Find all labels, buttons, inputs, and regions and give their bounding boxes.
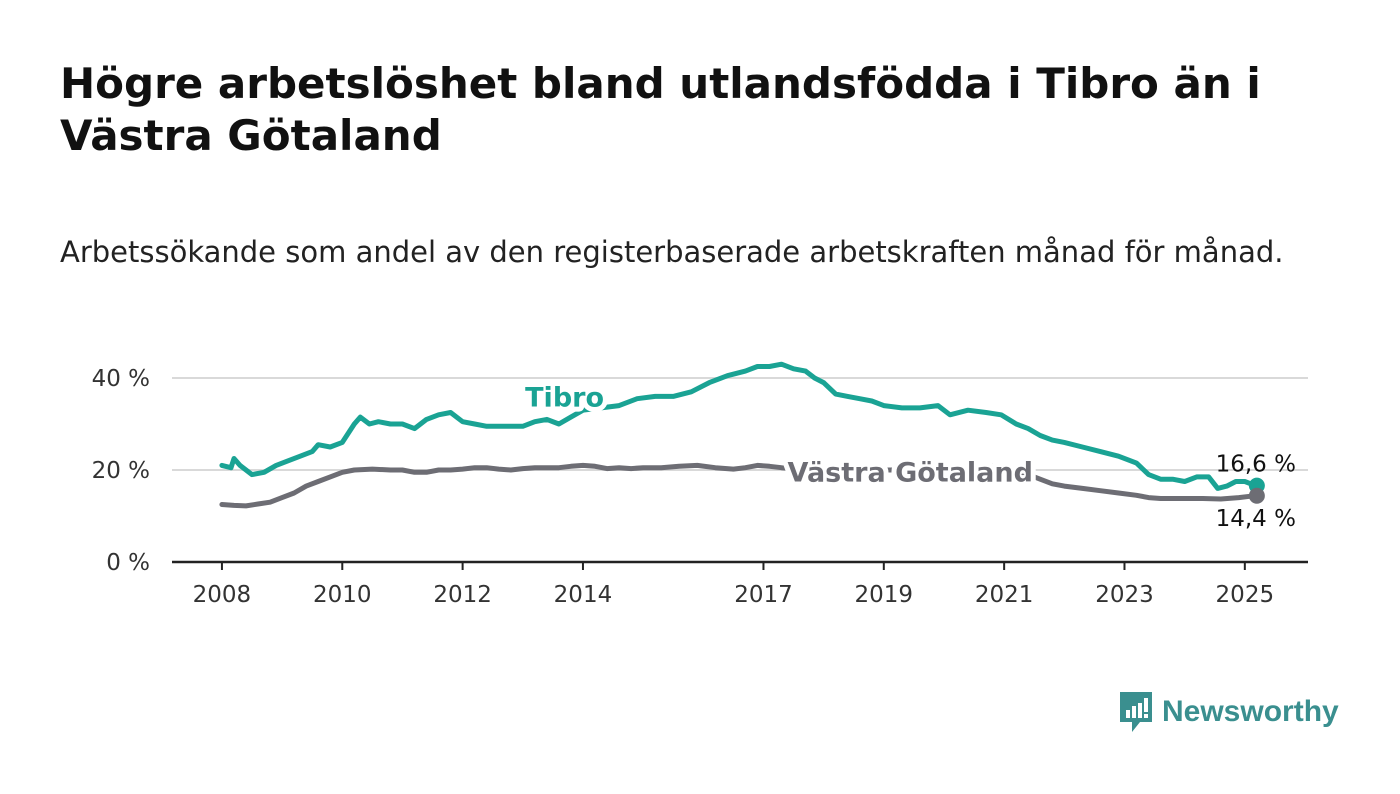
series-line-tibro: [219, 361, 1260, 491]
x-tick-label: 2012: [433, 582, 492, 608]
end-label-tibro: 16,6 %: [1216, 452, 1296, 478]
end-label-västra-götaland: 14,4 %: [1216, 506, 1296, 532]
y-tick-label: 20 %: [92, 458, 150, 484]
chart-subtitle: Arbetssökande som andel av den registerb…: [60, 235, 1284, 269]
newsworthy-logo: Newsworthy: [1118, 690, 1339, 734]
y-tick-label: 40 %: [92, 366, 150, 392]
x-tick-label: 2014: [554, 582, 613, 608]
newsworthy-logo-text: Newsworthy: [1162, 695, 1339, 728]
series-label-halo: Västra Götaland: [788, 458, 1033, 489]
series-label-tibro: Tibro: [525, 383, 604, 414]
newsworthy-logo-icon: [1120, 692, 1152, 732]
series-label-halo: Tibro: [525, 383, 604, 414]
chart-title: Högre arbetslöshet bland utlandsfödda i …: [60, 59, 1261, 160]
x-tick-label: 2017: [734, 582, 793, 608]
x-tick-label: 2019: [855, 582, 914, 608]
x-tick-label: 2010: [313, 582, 372, 608]
series-line-västra-götaland: [219, 462, 1260, 509]
y-tick-label: 0 %: [106, 550, 150, 576]
end-point-västra-götaland: [1248, 487, 1265, 504]
x-tick-label: 2023: [1095, 582, 1154, 608]
series-label-västra-götaland: Västra Götaland: [788, 458, 1033, 489]
x-tick-label: 2025: [1216, 582, 1275, 608]
x-tick-label: 2008: [193, 582, 252, 608]
x-tick-label: 2021: [975, 582, 1034, 608]
